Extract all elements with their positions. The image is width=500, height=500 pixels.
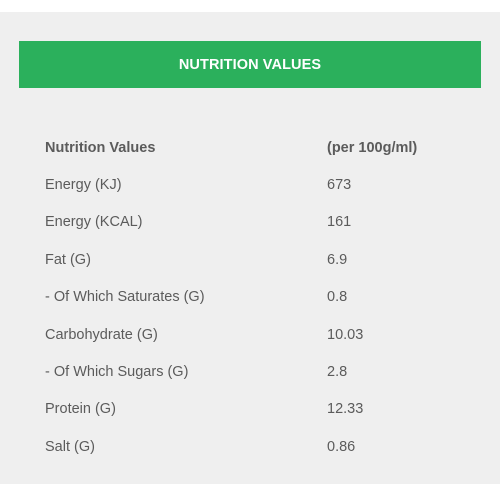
nutrient-value: 2.8	[327, 364, 348, 381]
nutrient-label: Protein (G)	[45, 401, 116, 418]
nutrition-table: Nutrition Values (per 100g/ml) Energy (K…	[45, 129, 465, 466]
table-row: Energy (KCAL) 161	[45, 204, 465, 241]
table-row: - Of Which Sugars (G) 2.8	[45, 353, 465, 390]
nutrient-value: 673	[327, 177, 352, 194]
nutrient-label: Carbohydrate (G)	[45, 326, 158, 343]
table-row: Protein (G) 12.33	[45, 391, 465, 428]
nutrient-label: Energy (KCAL)	[45, 214, 143, 231]
nutrient-label: Salt (G)	[45, 438, 95, 455]
nutrient-value: 161	[327, 214, 352, 231]
nutrient-label: Fat (G)	[45, 251, 91, 268]
column-header-amount: (per 100g/ml)	[327, 139, 418, 156]
nutrient-value: 10.03	[327, 326, 364, 343]
nutrition-header-title: NUTRITION VALUES	[178, 56, 322, 73]
table-row: Salt (G) 0.86	[45, 428, 465, 465]
table-row: Carbohydrate (G) 10.03	[45, 316, 465, 353]
nutrient-value: 12.33	[327, 401, 364, 418]
table-header-row: Nutrition Values (per 100g/ml)	[45, 129, 465, 166]
nutrient-label: Energy (KJ)	[45, 177, 122, 194]
nutrient-label: - Of Which Saturates (G)	[45, 289, 205, 306]
table-row: Fat (G) 6.9	[45, 241, 465, 278]
table-row: Energy (KJ) 673	[45, 166, 465, 203]
nutrition-panel: NUTRITION VALUES Nutrition Values (per 1…	[0, 12, 500, 484]
nutrient-value: 6.9	[327, 251, 348, 268]
nutrient-value: 0.86	[327, 438, 356, 455]
nutrient-label: - Of Which Sugars (G)	[45, 364, 189, 381]
nutrient-value: 0.8	[327, 289, 348, 306]
column-header-nutrient: Nutrition Values	[45, 139, 156, 156]
nutrition-header: NUTRITION VALUES	[19, 41, 481, 88]
table-row: - Of Which Saturates (G) 0.8	[45, 279, 465, 316]
